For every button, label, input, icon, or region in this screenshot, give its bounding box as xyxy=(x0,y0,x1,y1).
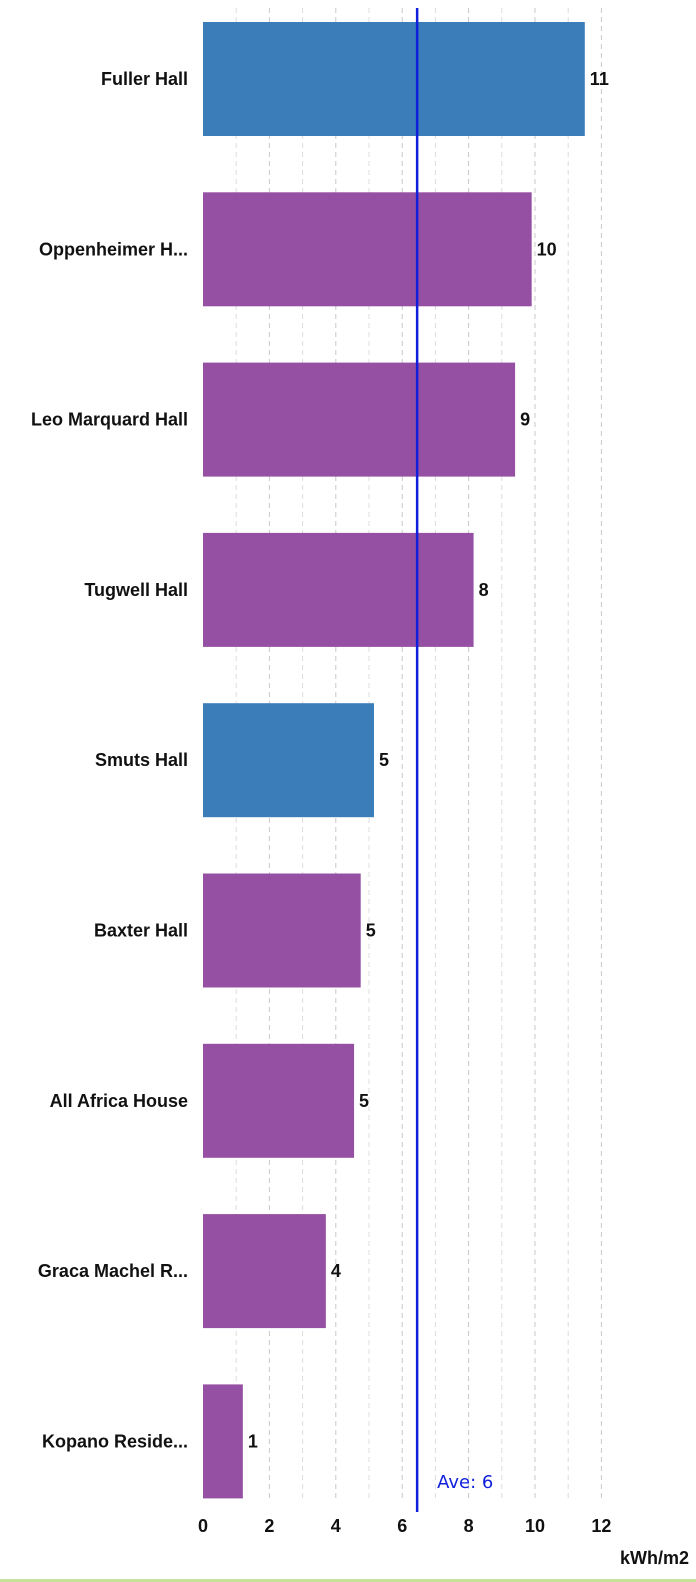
bar xyxy=(203,1384,243,1499)
bar xyxy=(203,362,516,477)
category-label: All Africa House xyxy=(50,1091,188,1111)
x-axis-ticks: 0 2 4 6 8 10 12 xyxy=(198,1516,611,1536)
bar xyxy=(203,873,361,988)
bar xyxy=(203,192,532,307)
value-label: 5 xyxy=(379,750,389,770)
value-label: 8 xyxy=(479,580,489,600)
bar xyxy=(203,1214,326,1329)
value-label: 1 xyxy=(248,1431,258,1451)
category-label: Smuts Hall xyxy=(95,750,188,770)
bar xyxy=(203,1043,355,1158)
x-tick-label: 8 xyxy=(464,1516,474,1536)
bar xyxy=(203,532,474,647)
bar xyxy=(203,22,585,136)
value-label: 10 xyxy=(537,239,557,259)
bottom-band xyxy=(0,1579,696,1582)
value-labels: 11 10 9 8 5 5 5 4 1 xyxy=(248,69,609,1451)
average-label: Ave: 6 xyxy=(437,1472,493,1493)
x-axis-unit-label: kWh/m2 xyxy=(620,1548,689,1568)
category-labels: Fuller Hall Oppenheimer H... Leo Marquard … xyxy=(31,69,188,1451)
value-label: 9 xyxy=(520,410,530,430)
value-label: 4 xyxy=(331,1261,341,1281)
x-tick-label: 4 xyxy=(331,1516,341,1536)
category-label: Oppenheimer H... xyxy=(39,239,188,259)
x-tick-label: 0 xyxy=(198,1516,208,1536)
bar xyxy=(203,703,374,818)
x-tick-label: 10 xyxy=(525,1516,545,1536)
category-label: Baxter Hall xyxy=(94,921,188,941)
x-tick-label: 6 xyxy=(397,1516,407,1536)
category-label: Fuller Hall xyxy=(101,69,188,89)
category-label: Tugwell Hall xyxy=(84,580,188,600)
value-label: 11 xyxy=(590,69,609,89)
value-label: 5 xyxy=(366,921,376,941)
category-label: Kopano Reside... xyxy=(42,1431,188,1451)
value-label: 5 xyxy=(359,1091,369,1111)
bars xyxy=(203,22,585,1499)
x-tick-label: 2 xyxy=(264,1516,274,1536)
category-label: Leo Marquard Hall xyxy=(31,410,188,430)
x-tick-label: 12 xyxy=(591,1516,611,1536)
category-label: Graca Machel R... xyxy=(38,1261,188,1281)
